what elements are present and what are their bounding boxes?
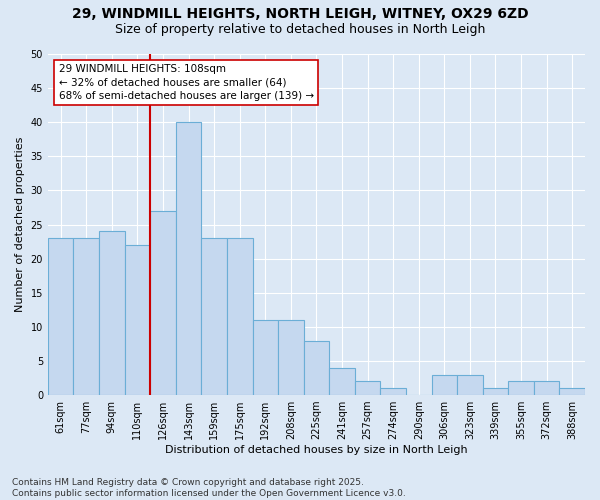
Bar — [559, 388, 585, 395]
Bar — [125, 245, 150, 395]
Text: 29 WINDMILL HEIGHTS: 108sqm
← 32% of detached houses are smaller (64)
68% of sem: 29 WINDMILL HEIGHTS: 108sqm ← 32% of det… — [59, 64, 314, 100]
Y-axis label: Number of detached properties: Number of detached properties — [15, 137, 25, 312]
Bar — [457, 374, 482, 395]
X-axis label: Distribution of detached houses by size in North Leigh: Distribution of detached houses by size … — [165, 445, 468, 455]
Bar — [355, 382, 380, 395]
Bar — [329, 368, 355, 395]
Bar — [508, 382, 534, 395]
Bar — [99, 232, 125, 395]
Bar — [202, 238, 227, 395]
Bar — [304, 340, 329, 395]
Bar — [534, 382, 559, 395]
Bar — [253, 320, 278, 395]
Bar — [73, 238, 99, 395]
Bar — [176, 122, 202, 395]
Bar — [278, 320, 304, 395]
Bar — [48, 238, 73, 395]
Bar — [431, 374, 457, 395]
Bar — [380, 388, 406, 395]
Text: Size of property relative to detached houses in North Leigh: Size of property relative to detached ho… — [115, 22, 485, 36]
Text: Contains HM Land Registry data © Crown copyright and database right 2025.
Contai: Contains HM Land Registry data © Crown c… — [12, 478, 406, 498]
Bar — [150, 211, 176, 395]
Text: 29, WINDMILL HEIGHTS, NORTH LEIGH, WITNEY, OX29 6ZD: 29, WINDMILL HEIGHTS, NORTH LEIGH, WITNE… — [71, 8, 529, 22]
Bar — [482, 388, 508, 395]
Bar — [227, 238, 253, 395]
